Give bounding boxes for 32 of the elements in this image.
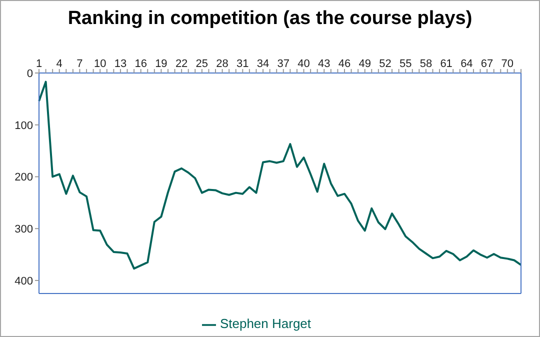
y-tick-label: 300 [14, 224, 33, 236]
x-tick-label: 25 [196, 58, 208, 70]
y-tick-label: 100 [14, 120, 33, 132]
x-tick-label: 52 [379, 58, 392, 70]
x-tick-label: 4 [56, 58, 62, 70]
x-tick-label: 13 [114, 58, 127, 70]
x-tick-label: 67 [480, 58, 494, 70]
line-series [38, 80, 522, 270]
x-tick-label: 22 [175, 58, 188, 70]
x-tick-label: 28 [216, 58, 228, 70]
x-tick-label: 55 [399, 58, 412, 70]
x-tick-label: 37 [277, 58, 290, 70]
x-tick-label: 1 [36, 58, 42, 70]
x-tick-label: 16 [134, 58, 147, 70]
x-tick-label: 31 [236, 58, 249, 70]
chart-title: Ranking in competition (as the course plays) [66, 7, 474, 31]
x-tick-label: 70 [501, 58, 514, 70]
x-tick-label: 43 [318, 58, 330, 70]
y-tick-label: 0 [26, 68, 33, 80]
legend-label: Stephen Harget [220, 316, 312, 332]
x-tick-label: 7 [76, 58, 83, 70]
x-tick-label: 40 [298, 58, 310, 70]
x-tick-label: 64 [460, 58, 473, 70]
x-tick-label: 34 [256, 58, 270, 70]
x-tick-label: 46 [338, 58, 351, 70]
x-tick-label: 19 [155, 58, 168, 70]
y-tick-label: 200 [14, 172, 33, 184]
x-tick-label: 58 [420, 58, 432, 70]
x-tick-label: 49 [358, 58, 371, 70]
x-tick-label: 61 [440, 58, 452, 70]
x-tick-label: 10 [94, 58, 106, 70]
y-tick-label: 400 [14, 275, 33, 288]
